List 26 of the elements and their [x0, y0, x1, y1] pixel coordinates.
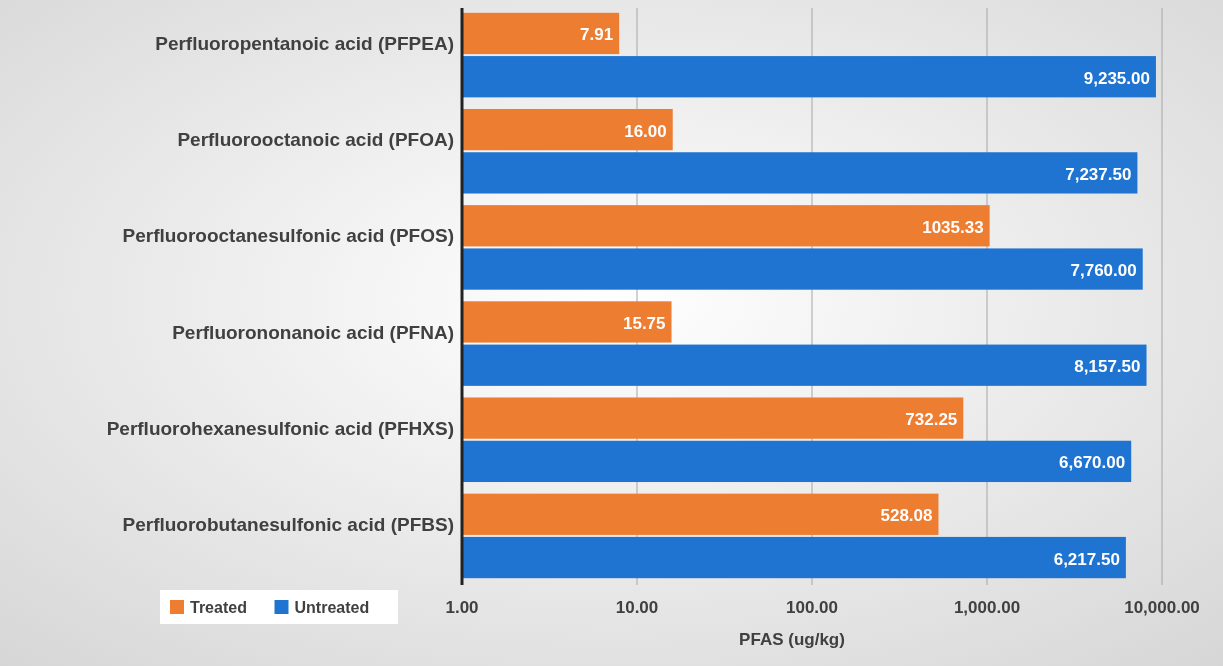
legend-label: Treated [190, 599, 247, 616]
x-tick-label: 10.00 [615, 598, 659, 617]
y-tick-label: Perfluorooctanoic acid (PFOA) [177, 129, 454, 151]
x-axis-title: PFAS (ug/kg) [739, 630, 845, 649]
data-label: 6,670.00 [1059, 453, 1126, 473]
y-tick-label: Perfluorononanoic acid (PFNA) [172, 321, 454, 343]
data-label: 16.00 [624, 121, 667, 141]
y-tick-label: Perfluoropentanoic acid (PFPEA) [155, 33, 454, 55]
data-label: 15.75 [622, 313, 666, 333]
data-label: 7,760.00 [1070, 261, 1137, 281]
data-label: 6,217.50 [1053, 549, 1120, 569]
x-tick-label: 1,000.00 [953, 598, 1021, 617]
y-tick-label: Perfluorobutanesulfonic acid (PFBS) [122, 513, 454, 535]
x-tick-label: 10,000.00 [1124, 598, 1200, 617]
y-tick-label: Perfluorohexanesulfonic acid (PFHXS) [106, 417, 454, 439]
legend-label: Untreated [294, 599, 370, 616]
data-label: 8,157.50 [1074, 357, 1141, 377]
data-label: 528.08 [880, 506, 933, 526]
x-tick-label: 1.00 [445, 598, 479, 617]
data-label: 732.25 [905, 410, 958, 430]
data-label: 7.91 [580, 25, 614, 45]
data-label: 7,237.50 [1065, 164, 1132, 184]
x-tick-label: 100.00 [786, 598, 838, 617]
y-tick-label: Perfluorooctanesulfonic acid (PFOS) [122, 225, 454, 247]
data-label: 9,235.00 [1083, 68, 1150, 88]
data-label: 1035.33 [922, 217, 984, 237]
